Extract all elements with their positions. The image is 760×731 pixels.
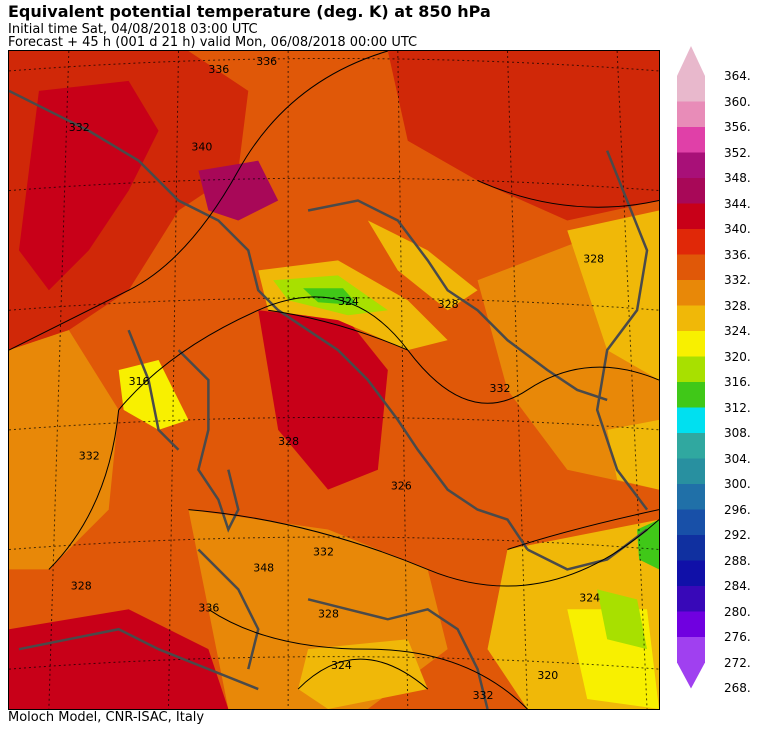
colorbar-segment [677, 101, 705, 128]
colorbar-segment [677, 458, 705, 485]
contour-label: 328 [438, 298, 459, 311]
map-title: Equivalent potential temperature (deg. K… [8, 2, 491, 21]
colorbar-level-label: 352. [724, 145, 751, 160]
colorbar-level-label: 312. [724, 400, 751, 415]
colorbar-segment [677, 535, 705, 561]
colorbar-segment [677, 407, 705, 434]
colorbar-segment [677, 637, 705, 663]
colorbar [677, 46, 705, 689]
colorbar-level-label: 320. [724, 349, 751, 364]
colorbar-level-label: 308. [724, 426, 751, 440]
colorbar-segment [677, 127, 705, 153]
contour-label: 332 [490, 382, 511, 395]
contour-label: 324 [331, 659, 352, 672]
colorbar-level-label: 304. [724, 451, 751, 466]
colorbar-segment [677, 356, 705, 383]
colorbar-level-label: 296. [724, 502, 751, 517]
contour-label: 326 [391, 480, 412, 493]
colorbar-level-label: 324. [724, 324, 751, 338]
colorbar-level-label: 364. [724, 69, 751, 83]
colorbar-segment [677, 280, 705, 306]
colorbar-segment [677, 178, 705, 204]
colorbar-level-label: 332. [724, 273, 751, 287]
warm-region-northeast [387, 51, 659, 221]
colorbar-segment [677, 229, 705, 255]
contour-label: 348 [253, 561, 274, 574]
contour-label: 324 [579, 591, 600, 604]
colorbar-segment [677, 433, 705, 459]
colorbar-level-label: 344. [724, 196, 751, 211]
colorbar-level-label: 284. [724, 579, 751, 593]
contour-label: 328 [318, 607, 339, 620]
coastlines [9, 89, 649, 709]
contour-label: 332 [69, 121, 90, 134]
contour-label: 340 [191, 141, 212, 154]
colorbar-segment [677, 382, 705, 408]
colorbar-level-label: 340. [724, 222, 751, 236]
cool-region-east [567, 210, 659, 380]
colorbar-level-label: 356. [724, 120, 751, 134]
contour-label: 332 [313, 545, 334, 558]
contour-label: 332 [79, 450, 100, 463]
colorbar-level-label: 288. [724, 553, 751, 568]
colorbar-level-label: 280. [724, 604, 751, 619]
contour-label: 336 [198, 601, 219, 614]
colorbar-level-label: 272. [724, 655, 751, 670]
contour-label: 316 [129, 375, 150, 388]
warm-region-southwest [9, 609, 229, 709]
colorbar-segment [677, 560, 705, 587]
colorbar-segment [677, 76, 705, 102]
colorbar-top-arrow [677, 46, 705, 76]
cold-band-west-coast [118, 360, 189, 430]
contour-label: 328 [583, 252, 604, 265]
colorbar-level-label: 268. [724, 681, 751, 695]
contour-lines [9, 51, 659, 709]
contour-label: 324 [338, 295, 359, 308]
colorbar-segment [677, 509, 705, 536]
forecast-valid-text: Forecast + 45 h (001 d 21 h) valid Mon, … [8, 35, 418, 50]
colorbar-level-label: 328. [724, 298, 751, 313]
warm-region-central [258, 310, 388, 490]
colorbar-level-label: 292. [724, 528, 751, 542]
equivalent-potential-temperature-map: 336 336 340 332 328 328 332 316 324 328 … [8, 50, 660, 710]
colorbar-level-label: 360. [724, 94, 751, 109]
colorbar-segment [677, 484, 705, 510]
colorbar-segment [677, 203, 705, 230]
colorbar-segment [677, 586, 705, 612]
colorbar-segment [677, 152, 705, 179]
colorbar-level-label: 276. [724, 630, 751, 644]
colorbar-level-label: 348. [724, 171, 751, 185]
model-credit: Moloch Model, CNR-ISAC, Italy [8, 710, 205, 725]
contour-label: 328 [278, 435, 299, 448]
colorbar-segment [677, 254, 705, 281]
colorbar-segment [677, 305, 705, 332]
contour-label: 328 [71, 579, 92, 592]
colorbar-level-label: 336. [724, 247, 751, 262]
cool-region-south-sea [298, 639, 428, 709]
cold-band-adriatic [367, 220, 478, 311]
initial-time-text: Initial time Sat, 04/08/2018 03:00 UTC [8, 22, 258, 37]
colorbar-segment [677, 331, 705, 357]
cold-core-southeast [597, 589, 648, 650]
warm-core-alps [198, 160, 279, 221]
contour-label: 320 [537, 669, 558, 682]
colorbar-bottom-arrow [677, 662, 705, 689]
colorbar-level-label: 316. [724, 375, 751, 389]
contour-labels: 336 336 340 332 328 328 332 316 324 328 … [69, 55, 604, 702]
colorbar-level-label: 300. [724, 477, 751, 491]
lat-lon-grid [9, 51, 659, 709]
colorbar-segment [677, 611, 705, 638]
contour-label: 336 [208, 63, 229, 76]
contour-label: 336 [256, 55, 277, 68]
contour-label: 332 [473, 689, 494, 702]
